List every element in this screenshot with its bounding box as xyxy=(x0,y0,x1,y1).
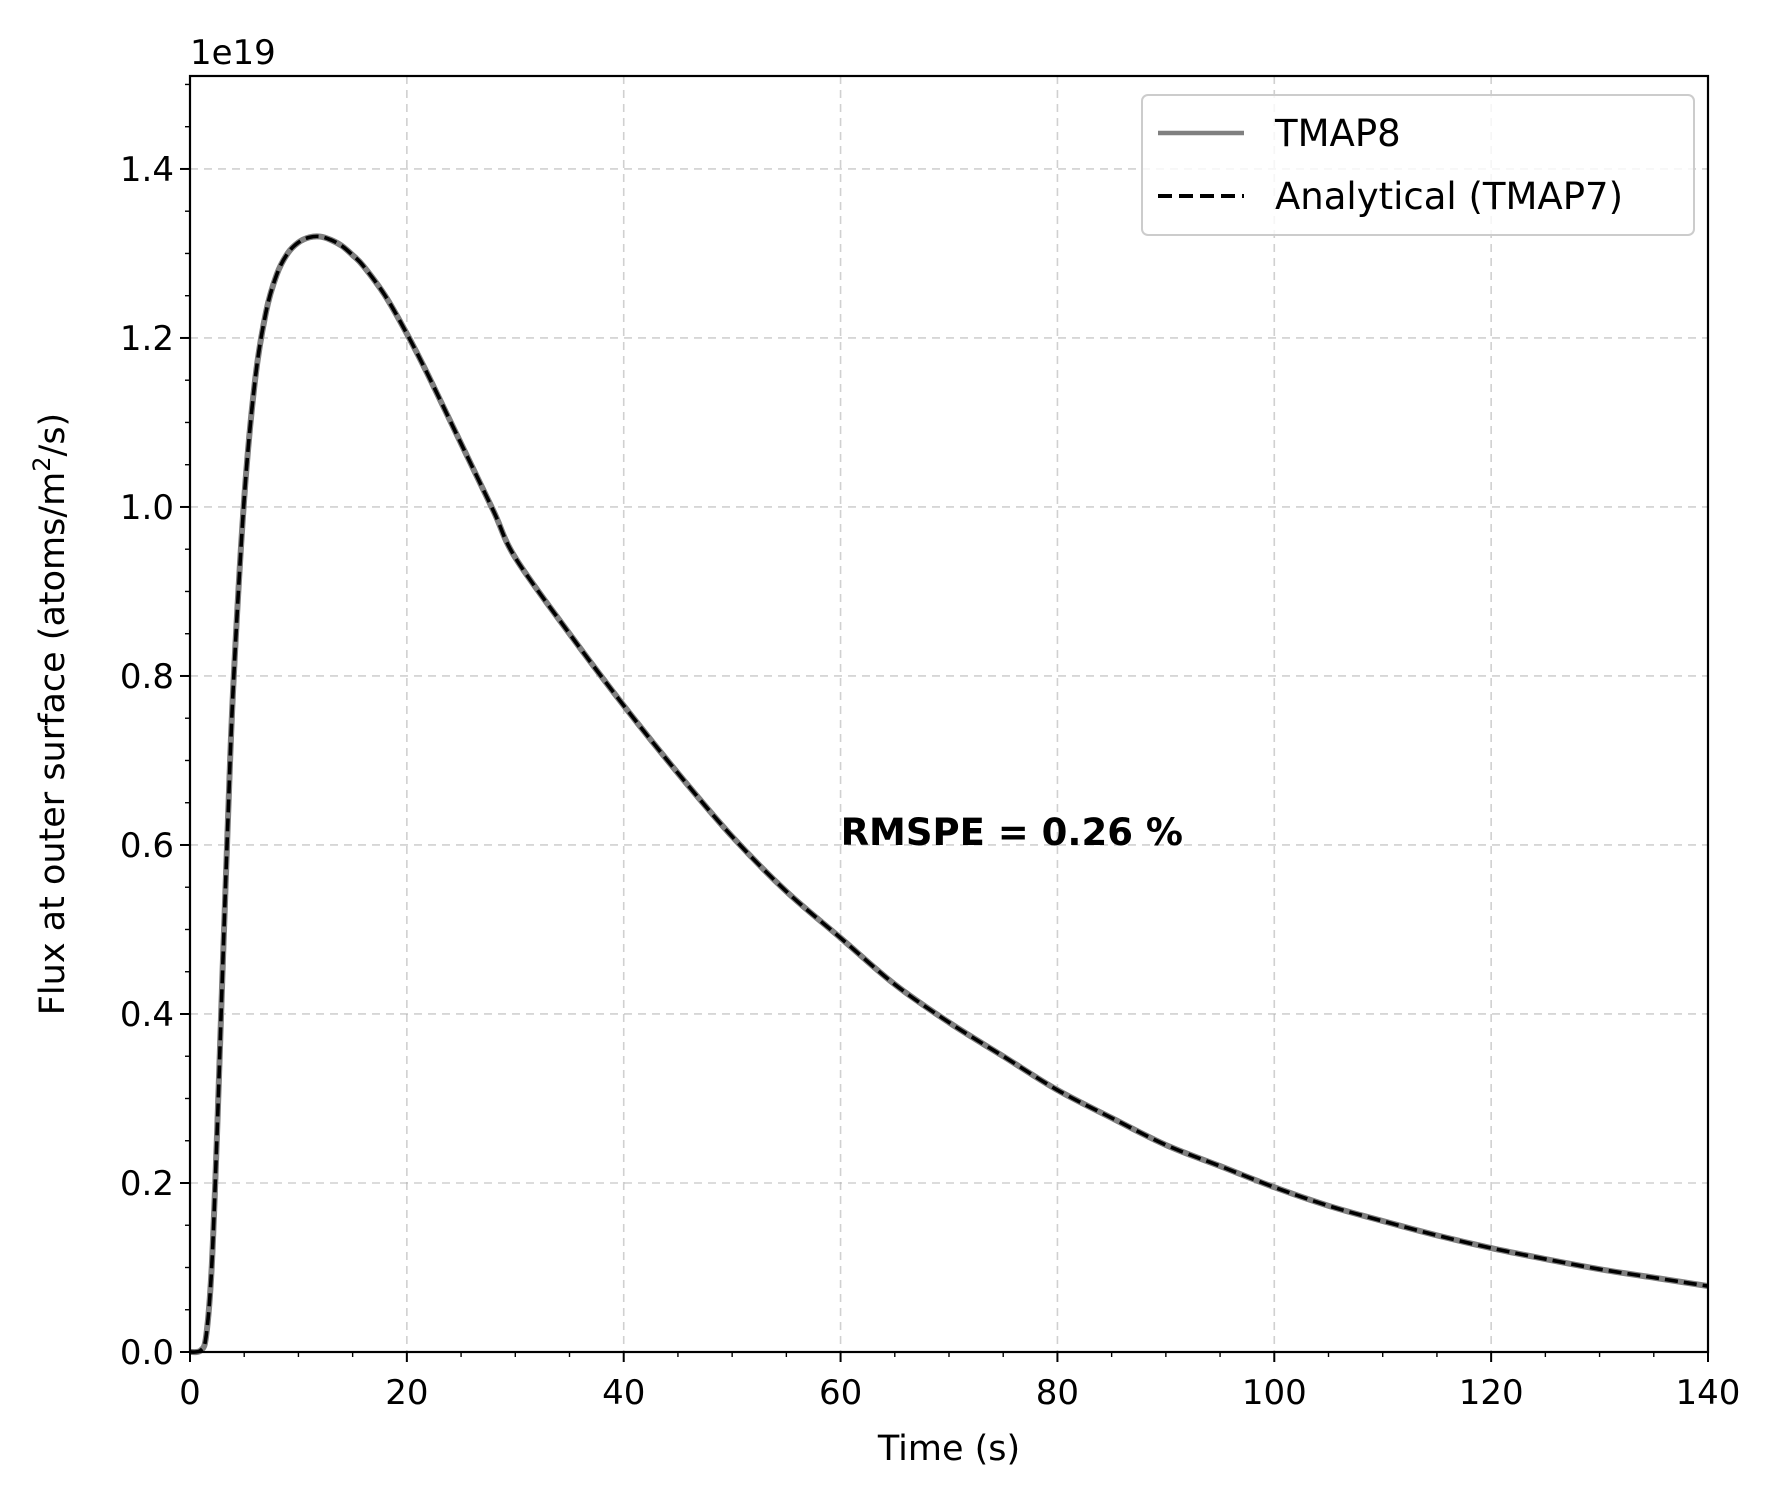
y-tick-label-5: 1.0 xyxy=(120,488,174,528)
series-line-1 xyxy=(189,234,1709,1354)
x-tick-label-4: 80 xyxy=(1036,1373,1079,1413)
x-tick-label-7: 140 xyxy=(1676,1373,1741,1413)
x-axis-label: Time (s) xyxy=(877,1429,1020,1469)
rmspe-annotation: RMSPE = 0.26 % xyxy=(841,811,1183,854)
y-axis-label-suffix: /s) xyxy=(33,413,73,457)
legend-label-analytical: Analytical (TMAP7) xyxy=(1275,175,1623,218)
y-axis-label: Flux at outer surface (atoms/m2/s) xyxy=(28,413,73,1015)
plot-frame xyxy=(188,74,1710,1354)
y-axis-label-superscript: 2 xyxy=(28,456,56,471)
x-tick-label-5: 100 xyxy=(1242,1373,1307,1413)
grid-lines xyxy=(190,76,1708,1352)
legend-label-tmap8: TMAP8 xyxy=(1274,112,1401,155)
axis-ticks: 0 20 40 60 80 100 120 140 0.0 0.2 0.4 0.6 0.8 1.0 1.2 1… xyxy=(120,83,1741,1413)
y-tick-label-0: 0.0 xyxy=(120,1333,174,1373)
y-tick-label-4: 0.8 xyxy=(120,657,174,697)
series-lines xyxy=(189,233,1709,1356)
y-tick-label-2: 0.4 xyxy=(120,995,174,1035)
y-tick-label-3: 0.6 xyxy=(120,826,174,866)
y-tick-label-6: 1.2 xyxy=(120,319,174,359)
x-tick-label-1: 20 xyxy=(385,1373,428,1413)
y-axis-label-prefix: Flux at outer surface (atoms/m xyxy=(33,472,73,1015)
y-tick-label-1: 0.2 xyxy=(120,1164,174,1204)
x-tick-label-3: 60 xyxy=(819,1373,862,1413)
y-offset-label: 1e19 xyxy=(190,33,276,73)
legend: TMAP8 Analytical (TMAP7) xyxy=(1141,94,1695,236)
x-tick-label-0: 0 xyxy=(179,1373,201,1413)
series-line-0 xyxy=(189,233,1709,1356)
legend-box xyxy=(1141,94,1695,236)
y-tick-label-7: 1.4 xyxy=(120,150,174,190)
x-tick-label-6: 120 xyxy=(1459,1373,1524,1413)
x-tick-label-2: 40 xyxy=(602,1373,645,1413)
